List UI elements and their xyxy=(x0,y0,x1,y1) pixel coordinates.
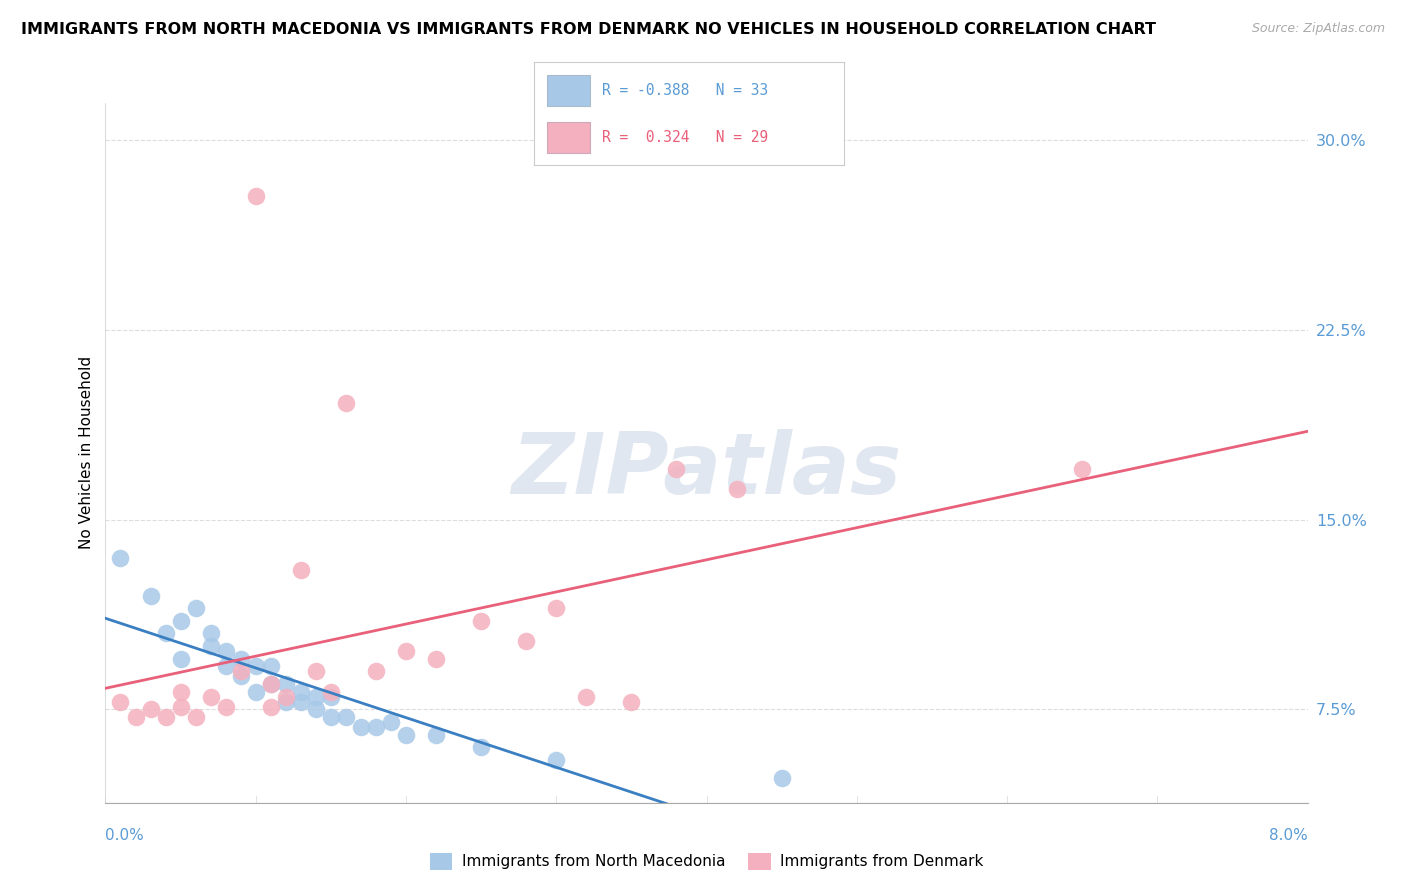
Bar xyxy=(547,122,591,153)
Point xyxy=(260,677,283,691)
Point xyxy=(380,714,402,729)
Point xyxy=(229,665,252,679)
Text: R =  0.324   N = 29: R = 0.324 N = 29 xyxy=(602,130,769,145)
Text: Source: ZipAtlas.com: Source: ZipAtlas.com xyxy=(1251,22,1385,36)
Point xyxy=(169,699,191,714)
Y-axis label: No Vehicles in Household: No Vehicles in Household xyxy=(79,356,94,549)
Point xyxy=(364,665,387,679)
Point xyxy=(335,710,357,724)
Text: 0.0%: 0.0% xyxy=(105,828,145,843)
Point xyxy=(214,699,236,714)
Point xyxy=(139,589,162,603)
Point xyxy=(110,550,132,565)
Point xyxy=(245,684,267,698)
Point xyxy=(260,659,283,673)
Point xyxy=(319,684,342,698)
Point xyxy=(169,651,191,665)
Text: ZIPatlas: ZIPatlas xyxy=(512,429,901,512)
Point xyxy=(274,677,297,691)
Point xyxy=(575,690,598,704)
Point xyxy=(305,702,328,716)
Point xyxy=(725,483,748,497)
Point xyxy=(364,720,387,734)
Point xyxy=(319,690,342,704)
Point xyxy=(260,677,283,691)
Point xyxy=(229,669,252,683)
Point xyxy=(155,626,177,640)
Point xyxy=(110,695,132,709)
Point xyxy=(184,710,207,724)
Point xyxy=(200,626,222,640)
Point xyxy=(124,710,146,724)
Point xyxy=(665,462,688,476)
Point xyxy=(245,659,267,673)
Point xyxy=(319,710,342,724)
Bar xyxy=(547,75,591,105)
Point xyxy=(305,665,328,679)
Point xyxy=(214,659,236,673)
Point xyxy=(290,684,312,698)
Legend: Immigrants from North Macedonia, Immigrants from Denmark: Immigrants from North Macedonia, Immigra… xyxy=(423,847,990,876)
Point xyxy=(290,563,312,577)
Point xyxy=(274,695,297,709)
Text: R = -0.388   N = 33: R = -0.388 N = 33 xyxy=(602,83,769,97)
Point xyxy=(620,695,643,709)
Point xyxy=(274,690,297,704)
Point xyxy=(770,771,793,785)
Point xyxy=(260,699,283,714)
Point xyxy=(229,651,252,665)
Point xyxy=(214,644,236,658)
Point xyxy=(546,601,568,615)
Point xyxy=(546,753,568,767)
Point xyxy=(425,651,447,665)
Point xyxy=(305,690,328,704)
Point xyxy=(200,639,222,653)
Point xyxy=(470,614,492,628)
Point xyxy=(515,634,537,648)
Point xyxy=(1071,462,1094,476)
Point xyxy=(245,189,267,203)
Point xyxy=(155,710,177,724)
Text: IMMIGRANTS FROM NORTH MACEDONIA VS IMMIGRANTS FROM DENMARK NO VEHICLES IN HOUSEH: IMMIGRANTS FROM NORTH MACEDONIA VS IMMIG… xyxy=(21,22,1156,37)
Point xyxy=(200,690,222,704)
Text: 8.0%: 8.0% xyxy=(1268,828,1308,843)
Point xyxy=(470,740,492,755)
Point xyxy=(395,644,418,658)
Point xyxy=(139,702,162,716)
Point xyxy=(169,684,191,698)
Point xyxy=(395,727,418,741)
Point xyxy=(184,601,207,615)
Point xyxy=(169,614,191,628)
Point xyxy=(335,396,357,410)
Point xyxy=(290,695,312,709)
Point xyxy=(350,720,373,734)
Point xyxy=(425,727,447,741)
